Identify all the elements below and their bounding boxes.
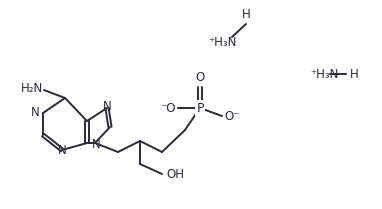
Text: O⁻: O⁻ [224, 110, 240, 122]
Text: N: N [92, 139, 100, 152]
Text: H: H [242, 8, 250, 21]
Text: ⁺H₃N: ⁺H₃N [310, 68, 338, 80]
Text: H₂N: H₂N [21, 83, 43, 96]
Text: H: H [350, 68, 359, 80]
Text: N: N [103, 101, 112, 113]
Text: O: O [195, 71, 205, 84]
Text: ⁺H₃N: ⁺H₃N [208, 36, 236, 48]
Text: N: N [58, 144, 66, 158]
Text: OH: OH [166, 167, 184, 181]
Text: N: N [31, 107, 40, 120]
Text: ⁻O: ⁻O [160, 102, 176, 115]
Text: P: P [196, 102, 204, 115]
